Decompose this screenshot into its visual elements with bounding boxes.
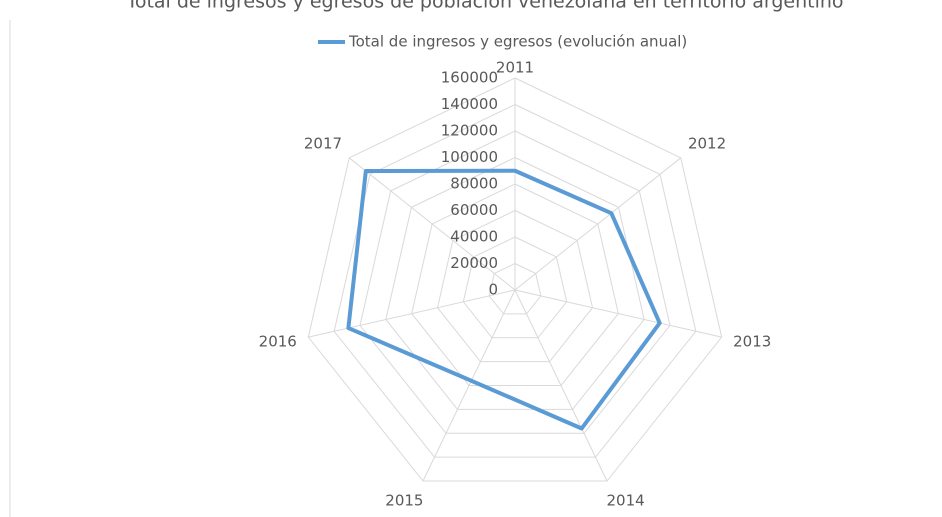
grid-ring	[411, 183, 619, 387]
grid-ring	[436, 209, 594, 363]
spoke	[514, 157, 682, 291]
grid-ring	[359, 130, 671, 434]
grid-ring	[462, 236, 568, 339]
series-line	[346, 168, 662, 431]
grid-ring	[488, 262, 542, 315]
category-label: 2013	[733, 333, 771, 351]
grid-ring	[307, 77, 723, 482]
category-label: 2012	[688, 135, 726, 153]
category-label: 2014	[607, 491, 645, 509]
spoke	[514, 289, 608, 482]
y-tick-label: 40000	[450, 228, 498, 246]
category-label: 2016	[259, 333, 297, 351]
legend-label: Total de ingresos y egresos (evolución a…	[348, 33, 687, 51]
y-tick-label: 20000	[450, 254, 498, 272]
grid-ring	[385, 156, 645, 410]
spoke	[514, 289, 722, 338]
y-tick-label: 0	[488, 281, 498, 299]
y-tick-label: 80000	[450, 175, 498, 193]
category-label: 2011	[496, 59, 534, 77]
y-tick-label: 120000	[441, 122, 498, 140]
spoke	[348, 157, 516, 291]
y-tick-label: 140000	[441, 95, 498, 113]
category-label: 2017	[304, 135, 342, 153]
y-tick-label: 160000	[441, 69, 498, 87]
spoke	[308, 289, 516, 338]
chart-title: Total de ingresos y egresos de población…	[125, 0, 843, 13]
spoke	[422, 289, 516, 482]
y-tick-label: 100000	[441, 148, 498, 166]
category-label: 2015	[385, 491, 423, 509]
y-tick-label: 60000	[450, 201, 498, 219]
